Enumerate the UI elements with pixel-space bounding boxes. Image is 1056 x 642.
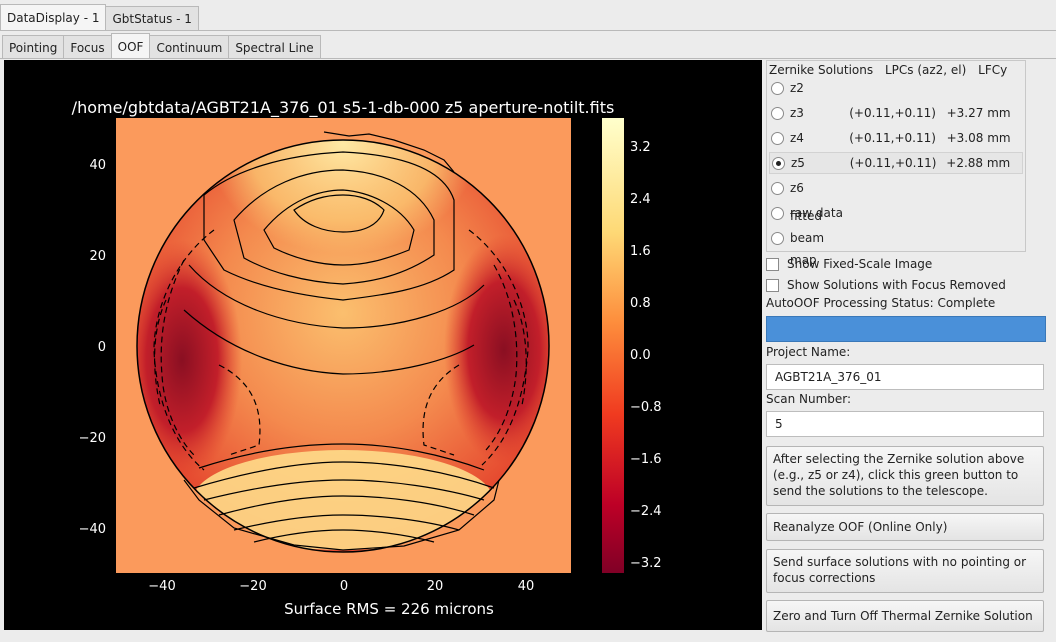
radio-button[interactable] <box>771 81 784 95</box>
control-panel: Zernike Solutions LPCs (az2, el) LFCy z2… <box>764 60 1054 640</box>
focus-removed-label: Show Solutions with Focus Removed <box>787 278 1006 292</box>
status-progress-bar <box>766 316 1046 342</box>
radio-button[interactable] <box>771 206 784 220</box>
tab-focus[interactable]: Focus <box>63 35 112 59</box>
tab-spectral-line[interactable]: Spectral Line <box>228 35 321 59</box>
x-tick-label: 0 <box>340 579 348 594</box>
radio-button[interactable] <box>771 231 784 245</box>
y-axis-ticks: 40 20 0 −20 −40 <box>79 158 116 537</box>
send-surface-button[interactable]: Send surface solutions with no pointing … <box>766 549 1044 593</box>
colorbar-tick-label: −1.6 <box>630 452 662 467</box>
zernike-option-lpc: (+0.11,+0.11) <box>849 156 937 170</box>
aperture-disk <box>137 140 549 552</box>
project-name-label: Project Name: <box>766 345 851 359</box>
colorbar-tick-label: −3.2 <box>630 556 662 571</box>
zernike-option-lpc: (+0.11,+0.11) <box>849 106 936 120</box>
radio-button[interactable] <box>771 181 784 195</box>
colorbar-tick-label: 1.6 <box>630 244 651 259</box>
sub-tab-bar: Pointing Focus OOF Continuum Spectral Li… <box>2 33 321 59</box>
zernike-header-lpcs: LPCs (az2, el) <box>884 63 967 77</box>
reanalyze-oof-button[interactable]: Reanalyze OOF (Online Only) <box>766 513 1044 541</box>
zernike-option-fitted-beam-map[interactable]: fitted beam map <box>769 209 1023 267</box>
zernike-option-z5[interactable]: z5 (+0.11,+0.11) +2.88 mm <box>769 152 1023 174</box>
x-tick-label: 40 <box>518 579 535 594</box>
focus-removed-option[interactable]: Show Solutions with Focus Removed <box>766 275 1006 295</box>
tab-oof[interactable]: OOF <box>110 33 151 59</box>
x-tick-label: 20 <box>427 579 444 594</box>
colorbar-tick-label: 0.8 <box>630 296 651 311</box>
status-label: AutoOOF Processing Status: Complete <box>766 296 996 310</box>
colorbar-tick-label: 2.4 <box>630 192 651 207</box>
focus-removed-checkbox[interactable] <box>766 278 779 292</box>
tab-datadisplay[interactable]: DataDisplay - 1 <box>0 4 107 30</box>
colorbar-tick-label: 0.0 <box>630 348 651 363</box>
zernike-option-z3[interactable]: z3 (+0.11,+0.11) +3.27 mm <box>769 102 1023 124</box>
zernike-option-lfc: +3.08 mm <box>946 131 1011 145</box>
zernike-option-name: raw data <box>790 206 843 220</box>
fixed-scale-label: Show Fixed-Scale Image <box>787 257 933 271</box>
zernike-option-raw-data[interactable]: raw data <box>769 202 1023 224</box>
divider <box>0 30 1056 31</box>
tab-gbtstatus[interactable]: GbtStatus - 1 <box>105 6 199 30</box>
y-tick-label: −40 <box>79 522 106 537</box>
zernike-option-name: z2 <box>790 81 804 95</box>
colorbar-ticks: 3.2 2.4 1.6 0.8 0.0 −0.8 −1.6 −2.4 −3.2 <box>624 140 662 571</box>
aperture-plot: /home/gbtdata/AGBT21A_376_01 s5-1-db-000… <box>4 60 762 630</box>
aperture-plot-svg: /home/gbtdata/AGBT21A_376_01 s5-1-db-000… <box>72 98 662 618</box>
scan-number-label: Scan Number: <box>766 392 852 406</box>
y-tick-label: 20 <box>89 249 106 264</box>
colorbar-tick-label: 3.2 <box>630 140 651 155</box>
zernike-solutions-group: Zernike Solutions LPCs (az2, el) LFCy z2… <box>766 60 1026 267</box>
colorbar <box>602 118 624 573</box>
radio-button[interactable] <box>772 156 785 170</box>
zernike-option-name: z4 <box>790 131 804 145</box>
radio-button[interactable] <box>771 131 784 145</box>
scan-number-field[interactable]: 5 <box>766 411 1044 437</box>
zernike-option-z4[interactable]: z4 (+0.11,+0.11) +3.08 mm <box>769 127 1023 149</box>
zernike-option-z2[interactable]: z2 <box>769 77 1023 99</box>
colorbar-tick-label: −0.8 <box>630 400 662 415</box>
y-tick-label: 0 <box>98 340 106 355</box>
zero-thermal-button[interactable]: Zero and Turn Off Thermal Zernike Soluti… <box>766 600 1044 632</box>
top-tab-bar: DataDisplay - 1 GbtStatus - 1 <box>0 4 199 30</box>
contour-lines-negative <box>153 229 529 471</box>
zernike-header-lfcy: LFCy <box>978 63 1008 77</box>
colorbar-tick-label: −2.4 <box>630 504 662 519</box>
zernike-option-z6[interactable]: z6 <box>769 177 1023 199</box>
plot-title: /home/gbtdata/AGBT21A_376_01 s5-1-db-000… <box>72 98 615 118</box>
x-axis-ticks: −40 −20 0 20 40 <box>148 573 534 594</box>
x-tick-label: −20 <box>239 579 266 594</box>
send-solutions-button[interactable]: After selecting the Zernike solution abo… <box>766 446 1044 506</box>
zernike-option-name: z3 <box>790 106 804 120</box>
zernike-option-lpc: (+0.11,+0.11) <box>849 131 936 145</box>
fixed-scale-checkbox[interactable] <box>766 257 779 271</box>
zernike-option-name: z6 <box>790 181 804 195</box>
tab-continuum[interactable]: Continuum <box>149 35 230 59</box>
zernike-option-lfc: +3.27 mm <box>946 106 1011 120</box>
zernike-option-name: z5 <box>791 156 805 170</box>
zernike-option-name: fitted beam map <box>790 209 825 267</box>
x-tick-label: −40 <box>148 579 175 594</box>
zernike-option-lfc: +2.88 mm <box>946 156 1011 170</box>
divider <box>0 58 1056 59</box>
y-tick-label: 40 <box>89 158 106 173</box>
fixed-scale-option[interactable]: Show Fixed-Scale Image <box>766 254 932 274</box>
tab-pointing[interactable]: Pointing <box>2 35 65 59</box>
contour-lines <box>183 131 500 551</box>
y-tick-label: −20 <box>79 431 106 446</box>
radio-button[interactable] <box>771 106 784 120</box>
project-name-field[interactable]: AGBT21A_376_01 <box>766 364 1044 390</box>
surface-rms-label: Surface RMS = 226 microns <box>284 600 494 618</box>
zernike-header-solutions: Zernike Solutions <box>769 63 874 77</box>
zernike-header: Zernike Solutions LPCs (az2, el) LFCy <box>769 63 1015 77</box>
